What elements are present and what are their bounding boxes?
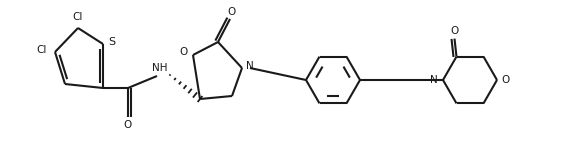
Text: O: O: [180, 47, 188, 57]
Text: O: O: [124, 120, 132, 130]
Text: Cl: Cl: [37, 45, 47, 55]
Text: N: N: [246, 61, 254, 71]
Text: N: N: [430, 75, 438, 85]
Text: NH: NH: [152, 63, 168, 73]
Text: O: O: [228, 7, 236, 17]
Text: S: S: [109, 37, 115, 47]
Text: O: O: [451, 26, 458, 36]
Text: O: O: [502, 75, 510, 85]
Text: Cl: Cl: [73, 12, 83, 22]
